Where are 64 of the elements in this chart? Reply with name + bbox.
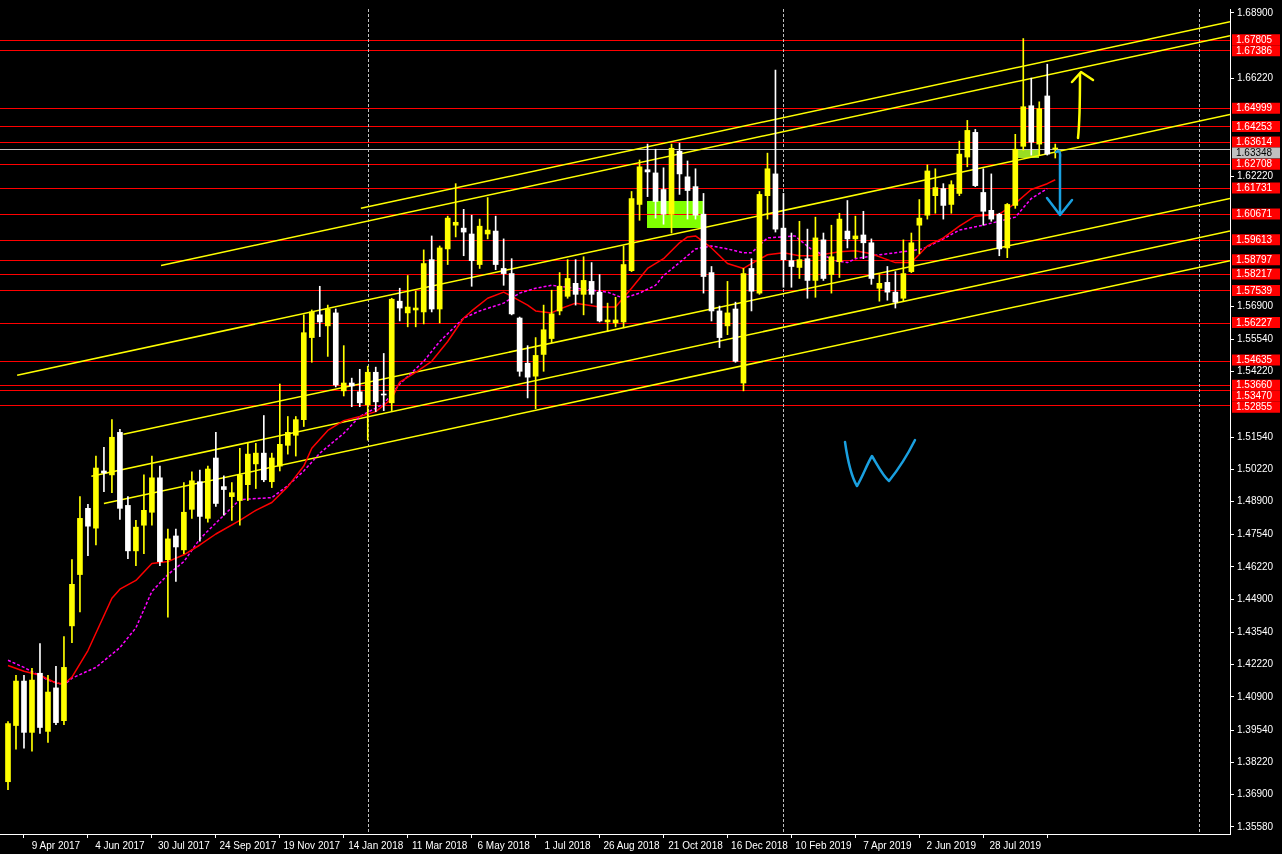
y-tick-label: 1.40900 <box>1237 690 1274 702</box>
candlestick <box>988 173 995 222</box>
ref-line-label: 1.52855 <box>1236 401 1273 413</box>
x-tick-label: 6 May 2018 <box>477 839 531 851</box>
y-tick-label: 1.68900 <box>1237 6 1274 18</box>
x-tick-label: 14 Jan 2018 <box>348 839 404 851</box>
ref-line-label: 1.64999 <box>1236 102 1273 114</box>
ref-line-label: 1.53660 <box>1236 379 1273 391</box>
ref-line-label: 1.58217 <box>1236 268 1273 280</box>
y-tick-label: 1.66220 <box>1237 72 1274 84</box>
x-tick-label: 7 Apr 2019 <box>863 839 913 851</box>
y-tick-label: 1.55540 <box>1237 333 1274 345</box>
candlestick <box>229 482 235 521</box>
x-tick-label: 28 Jul 2019 <box>989 839 1042 851</box>
x-tick-label: 4 Jun 2017 <box>95 839 146 851</box>
y-tick-label: 1.51540 <box>1237 430 1274 442</box>
y-tick-label: 1.42220 <box>1237 658 1274 670</box>
x-tick-label: 11 Mar 2018 <box>411 839 468 851</box>
ref-line-label: 1.59613 <box>1236 234 1273 246</box>
x-tick-label: 10 Feb 2019 <box>795 839 852 851</box>
y-tick-label: 1.47540 <box>1237 528 1274 540</box>
ref-line-label: 1.64253 <box>1236 120 1273 132</box>
x-tick-label: 1 Jul 2018 <box>544 839 592 851</box>
y-tick-label: 1.54220 <box>1237 365 1274 377</box>
candlestick <box>348 377 355 408</box>
ref-line-label: 1.58797 <box>1236 253 1273 265</box>
y-tick-label: 1.56900 <box>1237 299 1274 311</box>
y-tick-label: 1.39540 <box>1237 723 1274 735</box>
y-tick-label: 1.43540 <box>1237 626 1274 638</box>
x-tick-label: 24 Sep 2017 <box>219 839 277 851</box>
y-tick-label: 1.50220 <box>1237 463 1274 475</box>
candlestick <box>165 528 171 618</box>
ref-line-label: 1.53470 <box>1236 390 1273 402</box>
ref-line-label: 1.63614 <box>1236 136 1273 148</box>
x-tick-label: 21 Oct 2018 <box>668 839 724 851</box>
ref-line-label: 1.60671 <box>1236 208 1273 220</box>
candlestick <box>316 285 323 337</box>
y-tick-label: 1.62220 <box>1237 169 1274 181</box>
ref-line-label: 1.62708 <box>1236 158 1273 170</box>
x-tick-label: 9 Apr 2017 <box>31 839 81 851</box>
ref-line-label: 1.54635 <box>1236 354 1273 366</box>
x-tick-label: 2 Jun 2019 <box>926 839 977 851</box>
ref-line-label: 1.57539 <box>1236 284 1273 296</box>
candlestick <box>404 275 411 328</box>
candlestick <box>173 528 179 582</box>
y-tick-label: 1.38220 <box>1237 756 1274 768</box>
ref-line-label: 1.56227 <box>1236 316 1273 328</box>
ref-line-label: 1.67805 <box>1236 33 1273 45</box>
candlestick <box>221 475 227 516</box>
candlestick <box>396 287 403 322</box>
ref-line-label: 1.63348 <box>1236 147 1273 159</box>
y-tick-label: 1.36900 <box>1237 788 1274 800</box>
ref-line-label: 1.61731 <box>1236 182 1273 194</box>
x-tick-label: 26 Aug 2018 <box>603 839 661 851</box>
x-tick-label: 19 Nov 2017 <box>283 839 341 851</box>
x-tick-label: 16 Dec 2018 <box>731 839 789 851</box>
candlestick <box>460 209 467 257</box>
y-tick-label: 1.35580 <box>1237 820 1274 832</box>
ref-line-label: 1.67386 <box>1236 44 1273 56</box>
x-tick-label: 30 Jul 2017 <box>158 839 211 851</box>
y-tick-label: 1.44900 <box>1237 592 1274 604</box>
y-tick-label: 1.48900 <box>1237 495 1274 507</box>
y-tick-label: 1.46220 <box>1237 560 1274 572</box>
candlestick <box>340 345 347 397</box>
